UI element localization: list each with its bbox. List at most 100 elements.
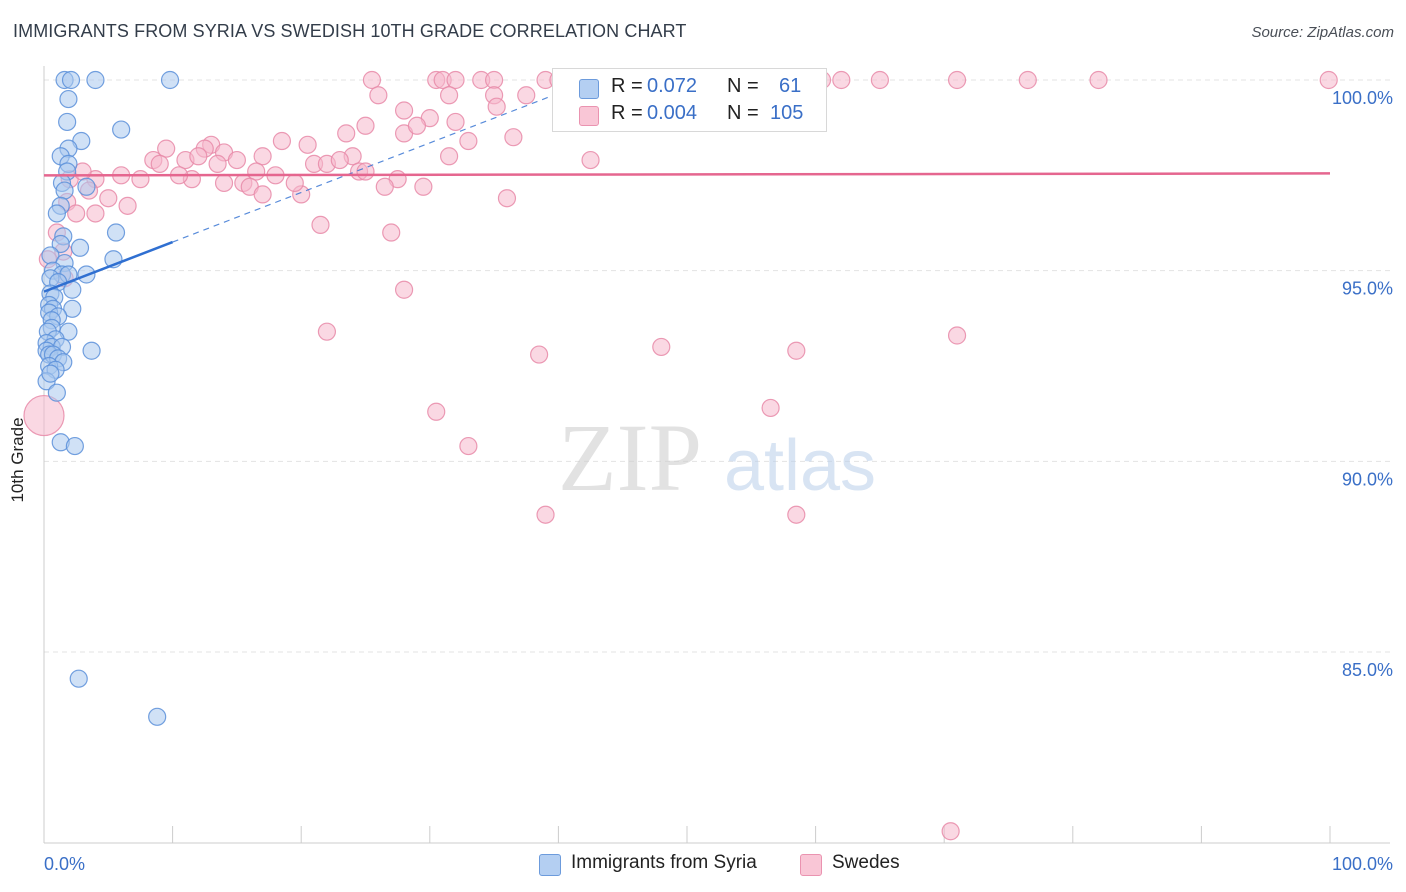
swedes-trend-line <box>43 172 1331 177</box>
swedes-point <box>652 337 671 357</box>
watermark: ZIP atlas <box>558 404 876 511</box>
swedes-point <box>311 215 330 235</box>
swedes-point <box>150 154 169 173</box>
trend-lines <box>43 92 1331 293</box>
swedes-point <box>761 398 780 418</box>
legend-n-value: 105 <box>770 102 804 124</box>
bottom-legend-label-syria: Immigrants from Syria <box>571 852 757 873</box>
swedes-point <box>298 135 317 154</box>
bottom-legend-swatch-swedes <box>800 854 822 876</box>
swedes-point <box>530 345 549 364</box>
tick-labels: 85.0% 90.0% 95.0% 100.0% 0.0% 100.0% <box>44 88 1393 874</box>
swedes-point <box>253 147 272 166</box>
swedes-point <box>253 185 272 204</box>
swedes-point <box>189 147 208 166</box>
syria-trend-extension <box>172 92 559 243</box>
legend-swatch-swedes <box>579 106 599 126</box>
y-tick-label: 100.0% <box>1332 88 1393 108</box>
syria-point <box>70 238 90 257</box>
legend-r-value: 0.004 <box>647 102 698 124</box>
swedes-point <box>1319 70 1338 90</box>
syria-trend-line <box>43 240 174 293</box>
swedes-point <box>446 112 465 132</box>
swedes-point <box>487 97 506 116</box>
swedes-point <box>1089 70 1108 90</box>
swedes-point <box>227 150 246 170</box>
legend-row-syria: R = 0.072 N = 61 <box>553 73 826 101</box>
y-tick-label: 85.0% <box>1342 660 1393 680</box>
swedes-point <box>382 223 401 242</box>
swedes-point <box>86 204 105 223</box>
x-tick-label: 100.0% <box>1332 854 1393 874</box>
source-credit: Source: ZipAtlas.com <box>1251 24 1394 41</box>
syria-point <box>63 299 82 318</box>
swedes-point <box>1018 70 1037 90</box>
swedes-point <box>941 822 960 841</box>
swedes-point <box>118 196 137 215</box>
syria-point <box>112 120 131 139</box>
syria-point <box>51 234 70 254</box>
swedes-point <box>375 177 394 196</box>
legend-n-value: 61 <box>779 75 802 97</box>
swedes-point <box>407 116 427 135</box>
gridlines <box>44 79 1390 653</box>
swedes-point <box>787 341 806 360</box>
swedes-point <box>131 170 150 189</box>
watermark-zip: ZIP <box>558 404 702 511</box>
syria-point <box>58 112 77 132</box>
swedes-point <box>536 505 555 524</box>
syria-point <box>61 70 81 90</box>
y-tick-label: 95.0% <box>1342 279 1393 299</box>
chart-title: IMMIGRANTS FROM SYRIA VS SWEDISH 10TH GR… <box>13 21 687 41</box>
legend-swatch-syria <box>579 79 599 99</box>
swedes-point <box>208 154 227 173</box>
swedes-point <box>459 131 478 151</box>
syria-point <box>59 89 78 109</box>
swedes-point <box>362 70 382 90</box>
swedes-point <box>214 173 234 193</box>
swedes-point <box>439 86 459 105</box>
bottom-legend-label-swedes: Swedes <box>832 852 900 873</box>
syria-point <box>69 669 88 688</box>
syria-point <box>106 223 126 242</box>
swedes-point <box>947 326 967 345</box>
syria-point <box>47 204 66 223</box>
swedes-point <box>356 116 375 135</box>
syria-point <box>148 707 167 726</box>
swedes-point <box>517 86 536 105</box>
legend-n-label: N = <box>727 75 759 97</box>
swedes-point <box>67 204 86 223</box>
syria-point <box>160 70 180 90</box>
swedes-point <box>870 70 890 90</box>
swedes-point <box>504 128 523 147</box>
swedes-point <box>394 101 414 120</box>
watermark-atlas: atlas <box>724 426 876 506</box>
legend-n-label: N = <box>727 102 759 124</box>
swedes-point <box>23 394 65 437</box>
swedes-point <box>485 70 504 90</box>
syria-point <box>86 70 105 90</box>
swedes-point <box>394 280 414 299</box>
swedes-point <box>330 150 349 170</box>
swedes-point <box>272 131 292 151</box>
swedes-point <box>285 173 304 193</box>
swedes-point <box>369 86 388 105</box>
legend-r-label: R = <box>611 75 643 97</box>
y-tick-label: 90.0% <box>1342 469 1393 489</box>
swedes-point <box>787 505 806 524</box>
swedes-point <box>99 189 118 208</box>
syria-point <box>41 364 60 383</box>
swedes-point <box>581 150 600 170</box>
legend-row-swedes: R = 0.004 N = 105 <box>553 100 826 128</box>
syria-point <box>82 341 101 360</box>
x-tick-label: 0.0% <box>44 854 85 874</box>
syria-point <box>65 436 84 456</box>
swedes-point <box>446 70 465 90</box>
syria-point <box>47 383 66 402</box>
swedes-point <box>337 124 356 143</box>
swedes-point <box>414 177 433 196</box>
swedes-point <box>832 70 851 90</box>
syria-point <box>77 177 96 196</box>
stats-legend: R = 0.072 N = 61 R = 0.004 N = 105 <box>552 68 827 132</box>
